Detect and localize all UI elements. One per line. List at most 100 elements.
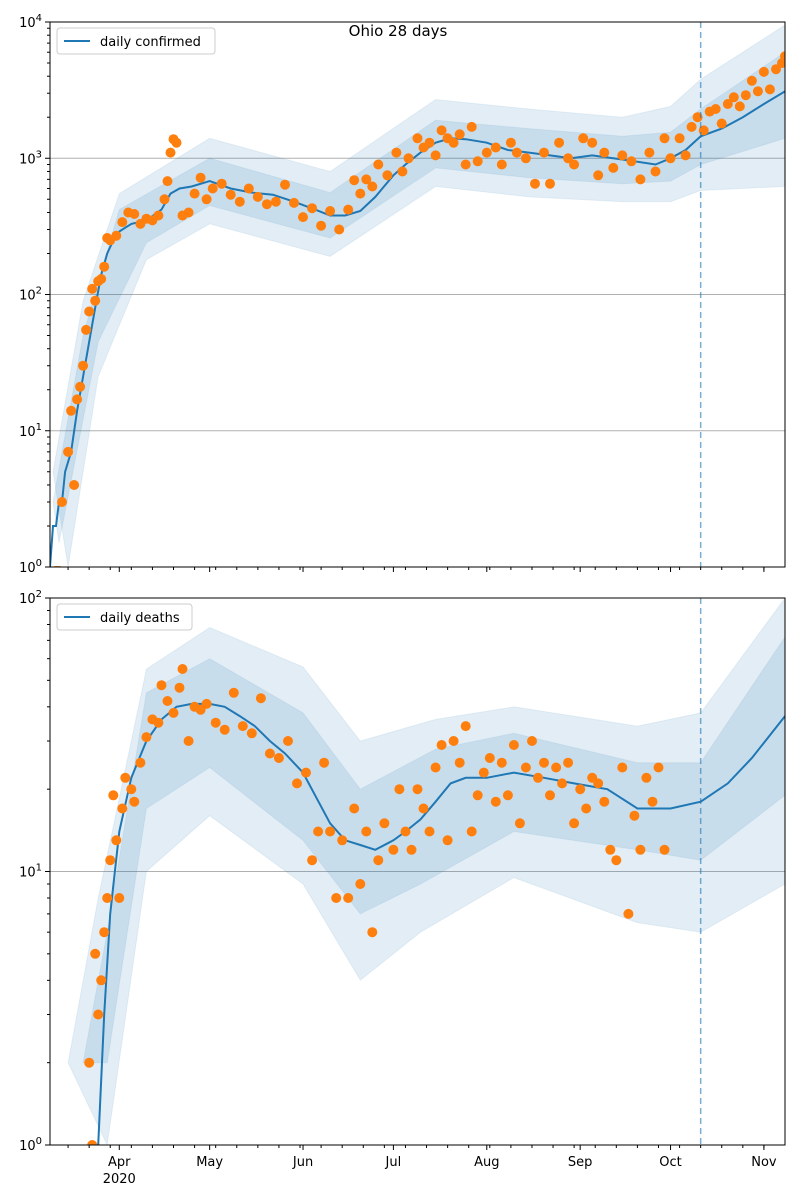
data-point	[373, 159, 384, 170]
data-point	[367, 927, 378, 938]
data-point	[135, 757, 146, 768]
data-point	[508, 740, 519, 750]
data-point	[563, 757, 574, 768]
data-point	[484, 753, 495, 763]
data-point	[406, 844, 417, 855]
data-point	[159, 194, 170, 205]
data-point	[195, 172, 206, 183]
x-tick-label: Apr	[108, 1155, 131, 1170]
data-point	[270, 196, 281, 207]
data-point	[490, 142, 501, 153]
y-tick-label: 104	[19, 13, 42, 31]
data-point	[162, 176, 173, 187]
plot-area	[67, 598, 785, 1145]
data-point	[183, 736, 194, 746]
data-point	[319, 757, 330, 768]
data-point	[710, 104, 721, 114]
series-line	[97, 702, 785, 1145]
data-point	[496, 159, 507, 170]
data-point	[665, 153, 676, 164]
data-point	[117, 217, 128, 228]
data-point	[355, 879, 366, 889]
data-point	[460, 721, 471, 732]
y-tick-label: 102	[19, 286, 42, 304]
legend-label: daily deaths	[100, 611, 180, 626]
data-point	[225, 189, 236, 200]
data-point	[201, 194, 212, 205]
data-point	[659, 844, 670, 855]
data-point	[102, 893, 113, 903]
data-point	[355, 188, 366, 199]
data-point	[569, 159, 580, 170]
data-point	[629, 810, 640, 821]
data-point	[255, 693, 266, 704]
data-point	[349, 803, 360, 814]
legend: daily confirmed	[56, 27, 216, 55]
data-point	[575, 784, 586, 795]
data-point	[647, 796, 658, 807]
data-point	[722, 99, 733, 109]
data-point	[174, 682, 185, 693]
data-point	[626, 156, 637, 167]
data-point	[210, 717, 221, 728]
data-point	[343, 893, 354, 903]
data-point	[126, 784, 137, 795]
data-point	[490, 796, 501, 807]
data-point	[599, 147, 610, 158]
data-point	[183, 207, 194, 218]
data-point	[283, 736, 293, 746]
data-point	[412, 784, 423, 795]
data-point	[325, 826, 336, 837]
data-point	[617, 762, 628, 773]
data-point	[650, 166, 661, 177]
x-tick-label: Jul	[385, 1155, 402, 1170]
data-point	[527, 736, 537, 746]
data-point	[514, 818, 525, 829]
data-point	[466, 826, 477, 837]
data-point	[520, 762, 531, 773]
x-tick-label: Sep	[568, 1155, 593, 1170]
data-point	[96, 975, 107, 986]
x-tick-label: Aug	[474, 1155, 499, 1170]
data-point	[533, 772, 543, 783]
data-point	[117, 803, 128, 814]
data-point	[728, 92, 739, 103]
data-point	[87, 1140, 98, 1145]
x-year-label: 2020	[103, 1172, 136, 1187]
data-point	[539, 147, 549, 158]
data-point	[162, 696, 173, 706]
data-point	[764, 84, 775, 95]
data-point	[653, 762, 664, 773]
data-point	[243, 183, 254, 194]
data-point	[418, 803, 429, 814]
data-point	[716, 118, 727, 129]
data-point	[496, 757, 507, 768]
x-tick-label: May	[196, 1155, 223, 1170]
legend-label: daily confirmed	[100, 35, 201, 50]
data-point	[424, 137, 435, 148]
data-point	[237, 721, 248, 732]
data-point	[780, 51, 785, 62]
data-point	[623, 908, 634, 919]
data-point	[156, 680, 167, 691]
data-point	[307, 855, 318, 866]
figure-title: Ohio 28 days	[349, 22, 448, 40]
data-point	[472, 790, 483, 801]
data-point	[771, 64, 781, 75]
data-point	[165, 147, 176, 158]
data-point	[502, 790, 513, 801]
data-point	[373, 855, 384, 866]
data-point	[99, 261, 110, 272]
data-point	[436, 740, 447, 750]
data-point	[557, 778, 568, 789]
data-point	[361, 174, 372, 185]
data-point	[545, 178, 555, 189]
data-point	[57, 497, 67, 507]
data-point	[740, 90, 751, 101]
data-point	[424, 826, 435, 837]
data-point	[273, 753, 284, 763]
data-point	[87, 283, 98, 294]
data-point	[84, 1057, 95, 1068]
data-point	[307, 203, 318, 214]
